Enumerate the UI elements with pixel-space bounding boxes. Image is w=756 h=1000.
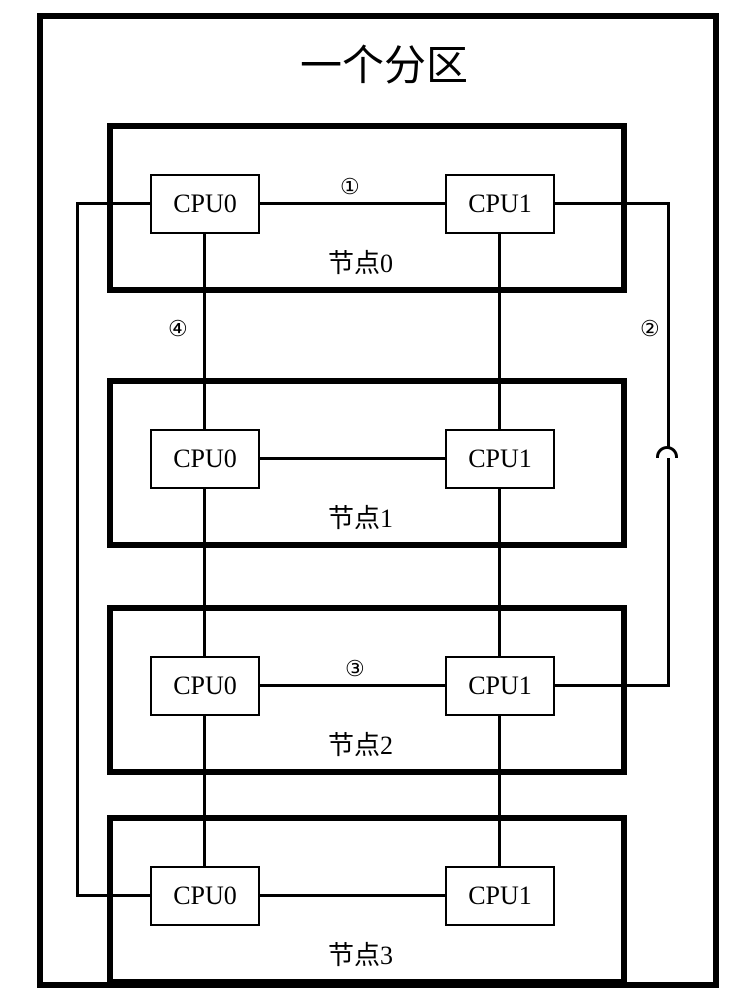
node-0-cpu1: CPU1 (445, 174, 555, 234)
node-3-cpu0: CPU0 (150, 866, 260, 926)
node-2-cpu1: CPU1 (445, 656, 555, 716)
diagram-canvas: 一个分区 CPU0 CPU1 节点0 CPU0 CPU1 节点1 CPU0 CP… (0, 0, 756, 1000)
node-0-label: 节点0 (328, 243, 393, 280)
marker-1: ① (340, 174, 360, 200)
bypass-left-vert (76, 202, 79, 897)
node-1-cpu0: CPU0 (150, 429, 260, 489)
marker-4: ④ (168, 316, 188, 342)
node-2-cpu0: CPU0 (150, 656, 260, 716)
node-1-label: 节点1 (328, 498, 393, 535)
diagram-title: 一个分区 (300, 32, 468, 93)
marker-3: ③ (345, 656, 365, 682)
node-1-cpu1: CPU1 (445, 429, 555, 489)
node-0-cpu0: CPU0 (150, 174, 260, 234)
bypass-right-vert (667, 202, 670, 687)
marker-2: ② (640, 316, 660, 342)
node-2-label: 节点2 (328, 725, 393, 762)
node-3-label: 节点3 (328, 935, 393, 972)
node-3-cpu1: CPU1 (445, 866, 555, 926)
